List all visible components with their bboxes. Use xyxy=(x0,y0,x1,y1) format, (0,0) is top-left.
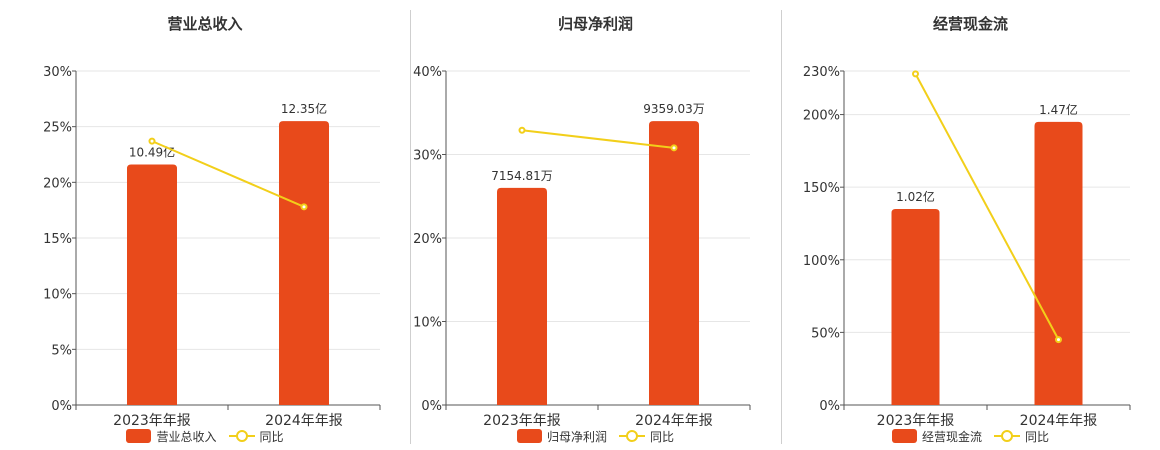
data-label: 12.35亿 xyxy=(281,101,327,116)
bar xyxy=(1034,121,1083,406)
legend-label: 经营现金流 xyxy=(921,429,982,444)
legend-item-line[interactable]: 同比 xyxy=(228,428,284,445)
panel-divider xyxy=(781,10,782,444)
y-tick-label: 50% xyxy=(811,326,840,341)
yoy-point xyxy=(300,203,308,211)
x-tick-label: 2024年年报 xyxy=(635,413,713,429)
bar xyxy=(497,187,547,405)
legend-label: 同比 xyxy=(1025,429,1050,444)
yoy-point xyxy=(912,70,919,78)
data-label: 7154.81万 xyxy=(491,169,553,183)
y-tick-label: 200% xyxy=(803,109,840,124)
legend-item-bar[interactable]: 营业总收入 xyxy=(126,428,217,445)
legend: 经营现金流 同比 xyxy=(781,428,1160,444)
legend: 归母净利润 同比 xyxy=(410,428,781,444)
panel-divider xyxy=(410,10,411,444)
y-tick-label: 5% xyxy=(51,343,72,358)
yoy-point xyxy=(670,144,678,152)
chart-plot-revenue: 0% 5% 10% 15% 20% 25% 30% 2023年年报 2024年年报 10.49亿 1… xyxy=(43,65,381,429)
y-tick-label: 0% xyxy=(819,399,840,414)
bar xyxy=(649,121,699,405)
y-tick-label: 20% xyxy=(43,176,72,191)
yoy-line xyxy=(151,140,305,208)
legend-item-bar[interactable]: 归母净利润 xyxy=(516,428,607,445)
yoy-point xyxy=(148,137,156,145)
chart-panel-revenue: 营业总收入 0% 5% 10% 15% 20% 25% 30% 2023年年报 2024年年报 1… xyxy=(0,0,410,450)
y-tick-label: 10% xyxy=(413,316,442,331)
y-tick-label: 30% xyxy=(43,65,72,80)
yoy-point xyxy=(518,126,526,134)
legend-label: 同比 xyxy=(650,429,675,444)
x-tick-label: 2024年年报 xyxy=(265,413,343,429)
yoy-point xyxy=(1055,336,1062,344)
legend-bar-swatch xyxy=(891,429,917,443)
chart-title: 归母净利润 xyxy=(557,15,633,33)
bar xyxy=(279,121,329,405)
data-label: 10.49亿 xyxy=(129,145,175,160)
legend-label: 归母净利润 xyxy=(546,429,607,444)
data-label: 1.02亿 xyxy=(896,189,935,204)
yoy-line xyxy=(521,129,675,149)
y-tick-label: 40% xyxy=(413,65,442,80)
x-tick-label: 2023年年报 xyxy=(483,413,561,429)
legend-label: 营业总收入 xyxy=(156,429,217,444)
y-tick-label: 0% xyxy=(51,399,72,414)
chart-panel-cashflow: 经营现金流 0% 50% 100% 150% 200% 230% 2023年年报 2024年年… xyxy=(781,0,1160,450)
chart-panel-net-profit: 归母净利润 0% 10% 20% 30% 40% 2023年年报 2024年年报 7154.8… xyxy=(410,0,781,450)
legend-item-bar[interactable]: 经营现金流 xyxy=(891,428,982,445)
bar xyxy=(127,164,177,405)
y-tick-label: 10% xyxy=(43,288,72,303)
x-tick-label: 2024年年报 xyxy=(1020,413,1098,429)
chart-title: 营业总收入 xyxy=(167,15,243,33)
y-tick-label: 150% xyxy=(803,181,840,196)
yoy-line xyxy=(914,73,1060,341)
y-tick-label: 15% xyxy=(43,232,72,247)
legend-bar-swatch xyxy=(516,429,542,443)
legend-item-line[interactable]: 同比 xyxy=(619,428,674,445)
x-tick-label: 2023年年报 xyxy=(113,413,191,429)
legend-item-line[interactable]: 同比 xyxy=(994,428,1049,445)
data-label: 9359.03万 xyxy=(643,102,705,116)
data-label: 1.47亿 xyxy=(1039,102,1078,117)
legend-line-swatch xyxy=(619,429,645,443)
legend-line-swatch xyxy=(994,429,1020,443)
x-tick-label: 2023年年报 xyxy=(877,413,955,429)
chart-title: 经营现金流 xyxy=(932,15,1008,33)
chart-plot-cashflow: 0% 50% 100% 150% 200% 230% 2023年年报 2024年年报 1.02亿… xyxy=(803,65,1131,429)
legend: 营业总收入 同比 xyxy=(0,428,410,444)
legend-bar-swatch xyxy=(126,429,152,443)
y-tick-label: 230% xyxy=(803,65,840,80)
legend-line-swatch xyxy=(228,429,255,443)
chart-plot-net-profit: 0% 10% 20% 30% 40% 2023年年报 2024年年报 7154.81万 9359… xyxy=(413,65,751,429)
y-tick-label: 20% xyxy=(413,232,442,247)
bar xyxy=(891,208,940,405)
y-tick-label: 0% xyxy=(421,399,442,414)
legend-label: 同比 xyxy=(259,429,284,444)
y-tick-label: 100% xyxy=(803,254,840,269)
y-tick-label: 30% xyxy=(413,149,442,164)
y-tick-label: 25% xyxy=(43,121,72,136)
